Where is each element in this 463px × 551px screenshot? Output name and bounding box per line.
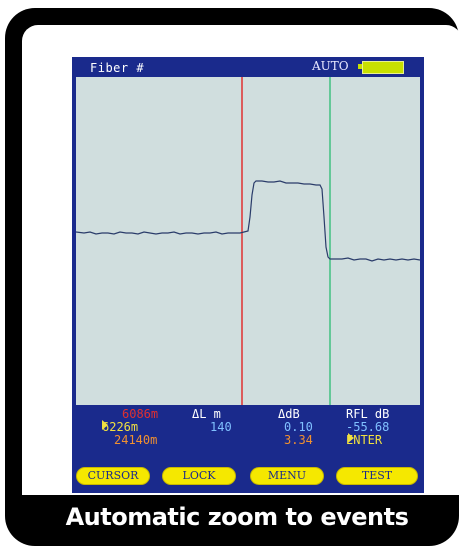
menu-button[interactable]: MENU [250, 467, 324, 485]
rfl-header: RFL dB [346, 407, 390, 421]
caption: Automatic zoom to events [65, 503, 409, 531]
fiber-label: Fiber # [90, 61, 145, 75]
battery-tip [358, 64, 362, 69]
trace-svg [76, 77, 420, 405]
enter-label: ENTER [346, 433, 383, 447]
enter-arrow-icon [348, 433, 354, 443]
softkey-bar: CURSOR LOCK MENU TEST [72, 467, 424, 487]
lock-button[interactable]: LOCK [162, 467, 236, 485]
measurement-readout: 6086m 6226m 24140m ΔL m 140 ΔdB 0.10 3.3… [72, 407, 424, 465]
end-position: 24140m [114, 433, 158, 447]
test-button[interactable]: TEST [336, 467, 418, 485]
delta-db-value-1: 0.10 [284, 420, 313, 434]
trace-plot[interactable] [76, 77, 420, 405]
delta-db-value-2: 3.34 [284, 433, 313, 447]
battery-icon [362, 61, 404, 74]
rfl-value: -55.68 [346, 420, 390, 434]
status-bar: Fiber # AUTO [72, 57, 424, 77]
cursor-button[interactable]: CURSOR [76, 467, 150, 485]
delta-l-header: ΔL m [192, 407, 221, 421]
mode-indicator: AUTO [312, 59, 349, 73]
selected-cursor-icon [102, 420, 108, 430]
screen-bezel: Fiber # AUTO 6086m 6226m [22, 25, 462, 495]
otdr-display: Fiber # AUTO 6086m 6226m [72, 57, 424, 493]
delta-db-header: ΔdB [278, 407, 300, 421]
outer-frame: Fiber # AUTO 6086m 6226m [5, 8, 462, 546]
cursor-a-position: 6086m [122, 407, 159, 421]
fiber-trace [76, 180, 420, 262]
cursor-b-position: 6226m [102, 420, 139, 434]
delta-l-value: 140 [210, 420, 232, 434]
